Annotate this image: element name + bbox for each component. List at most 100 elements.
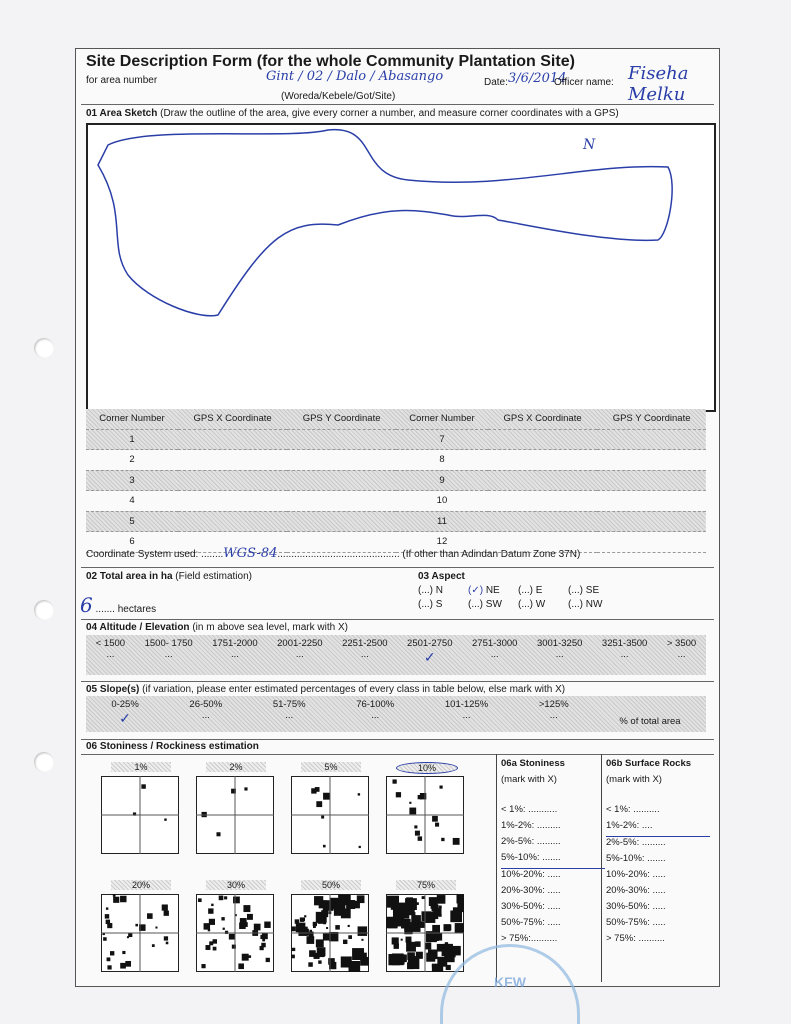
class-option[interactable]: 3251-3500... — [602, 635, 647, 675]
stoniness-option[interactable]: 1%-2%: ......... — [501, 820, 561, 831]
aspect-option[interactable]: (...) N — [418, 585, 468, 596]
class-option[interactable]: < 1500... — [96, 635, 125, 675]
stone-mark — [400, 938, 403, 941]
coord-system-value[interactable]: WGS-84 — [223, 546, 278, 561]
gps-y-cell[interactable] — [597, 470, 706, 491]
gps-y-cell[interactable] — [287, 531, 396, 553]
stoniness-option[interactable]: 20%-30%: ..... — [501, 885, 561, 896]
class-option[interactable]: 76-100%... — [356, 696, 394, 732]
stoniness-option[interactable]: > 75%:.......... — [501, 933, 558, 944]
stoniness-option[interactable]: 30%-50%: ..... — [501, 901, 561, 912]
stoniness-option[interactable]: 10%-20%: ..... — [606, 869, 666, 880]
stone-mark — [321, 815, 325, 819]
class-option[interactable]: 26-50%... — [189, 696, 222, 732]
stone-mark — [126, 936, 129, 939]
stone-mark — [161, 904, 168, 911]
gps-y-cell[interactable] — [597, 490, 706, 512]
gps-y-cell[interactable] — [287, 470, 396, 491]
gps-x-cell[interactable] — [487, 531, 598, 553]
class-option[interactable]: 3001-3250... — [537, 635, 582, 675]
class-mark: ... — [106, 649, 115, 660]
gps-x-cell[interactable] — [177, 429, 288, 450]
stoniness-pattern[interactable] — [196, 776, 274, 854]
stone-mark — [346, 900, 356, 910]
gps-y-cell[interactable] — [597, 511, 706, 532]
gps-y-cell[interactable] — [287, 449, 396, 471]
stoniness-option[interactable]: 1%-2%: .... — [606, 820, 710, 837]
class-option[interactable]: 1751-2000... — [212, 635, 257, 675]
stoniness-option[interactable]: 50%-75%: ..... — [501, 917, 561, 928]
stoniness-option[interactable]: 2%-5%: ......... — [606, 837, 666, 848]
column-header: Corner Number — [86, 409, 178, 430]
gps-x-cell[interactable] — [177, 531, 288, 553]
aspect-option[interactable]: (...) NW — [568, 599, 618, 610]
stone-mark — [361, 952, 367, 959]
class-option[interactable]: 2001-2250... — [277, 635, 322, 675]
stoniness-option[interactable]: 20%-30%: ..... — [606, 885, 666, 896]
stone-mark — [201, 964, 206, 969]
area-number-value[interactable]: Gint / 02 / Dalo / Abasango — [266, 69, 444, 84]
stoniness-option[interactable]: 5%-10%: ....... — [606, 853, 666, 864]
stone-mark — [147, 913, 153, 919]
date-value[interactable]: 3/6/2014 — [508, 71, 567, 86]
stone-mark — [452, 907, 462, 917]
class-option[interactable]: 2751-3000... — [472, 635, 517, 675]
gps-y-cell[interactable] — [597, 531, 706, 553]
gps-x-cell[interactable] — [177, 511, 288, 532]
gps-y-cell[interactable] — [287, 429, 396, 450]
stoniness-option[interactable]: 5%-10%: ....... — [501, 852, 605, 869]
class-label: 2751-3000 — [472, 638, 518, 649]
stoniness-option[interactable]: 30%-50%: ..... — [606, 901, 666, 912]
stoniness-pattern[interactable] — [291, 776, 369, 854]
gps-x-cell[interactable] — [487, 429, 598, 450]
aspect-option[interactable]: (...) SW — [468, 599, 518, 610]
gps-y-cell[interactable] — [287, 490, 396, 512]
stoniness-pattern[interactable] — [196, 894, 274, 972]
north-mark: N — [583, 137, 596, 153]
stone-mark — [393, 943, 399, 949]
area-value[interactable]: 6 — [80, 593, 93, 617]
stone-mark — [416, 902, 419, 905]
stoniness-option[interactable]: 2%-5%: ......... — [501, 836, 561, 847]
stone-mark — [352, 948, 365, 961]
stoniness-option[interactable]: 10%-20%: ..... — [501, 869, 561, 880]
stone-mark — [404, 926, 413, 935]
officer-value[interactable]: Fiseha Melku — [628, 63, 689, 105]
stoniness-option[interactable]: < 1%: ........... — [501, 804, 558, 815]
aspect-option[interactable]: (...) SE — [568, 585, 618, 596]
stoniness-option[interactable]: > 75%: .......... — [606, 933, 665, 944]
aspect-option[interactable]: (...) S — [418, 599, 468, 610]
class-option[interactable]: > 3500... — [667, 635, 696, 675]
class-option[interactable]: 0-25% ✓ — [111, 696, 138, 732]
gps-x-cell[interactable] — [177, 490, 288, 512]
gps-y-cell[interactable] — [597, 429, 706, 450]
class-option[interactable]: 51-75%... — [273, 696, 306, 732]
gps-x-cell[interactable] — [487, 490, 598, 512]
class-option[interactable]: >125%... — [539, 696, 569, 732]
stone-mark — [398, 902, 411, 915]
class-option[interactable]: 2501-2750 ✓ — [407, 635, 452, 675]
class-option[interactable]: 2251-2500... — [342, 635, 387, 675]
stoniness-pattern[interactable] — [101, 894, 179, 972]
gps-x-cell[interactable] — [487, 511, 598, 532]
class-option[interactable]: 1500- 1750... — [145, 635, 193, 675]
stoniness-pattern[interactable] — [386, 776, 464, 854]
class-option[interactable]: 101-125%... — [445, 696, 488, 732]
stoniness-pattern[interactable] — [101, 776, 179, 854]
gps-x-cell[interactable] — [177, 449, 288, 471]
aspect-option[interactable]: (✓) NE — [468, 585, 518, 596]
stoniness-pattern[interactable] — [291, 894, 369, 973]
s04-desc: (in m above sea level, mark with X) — [192, 622, 348, 633]
aspect-option[interactable]: (...) E — [518, 585, 568, 596]
gps-y-cell[interactable] — [597, 449, 706, 471]
stoniness-option[interactable]: < 1%: .......... — [606, 804, 660, 815]
gps-x-cell[interactable] — [487, 470, 598, 491]
stoniness-pattern[interactable] — [386, 894, 468, 975]
gps-x-cell[interactable] — [487, 449, 598, 471]
stone-mark — [328, 931, 339, 942]
area-sketch[interactable]: N — [86, 123, 716, 412]
aspect-option[interactable]: (...) W — [518, 599, 568, 610]
gps-x-cell[interactable] — [177, 470, 288, 491]
stoniness-option[interactable]: 50%-75%: ..... — [606, 917, 666, 928]
gps-y-cell[interactable] — [287, 511, 396, 532]
